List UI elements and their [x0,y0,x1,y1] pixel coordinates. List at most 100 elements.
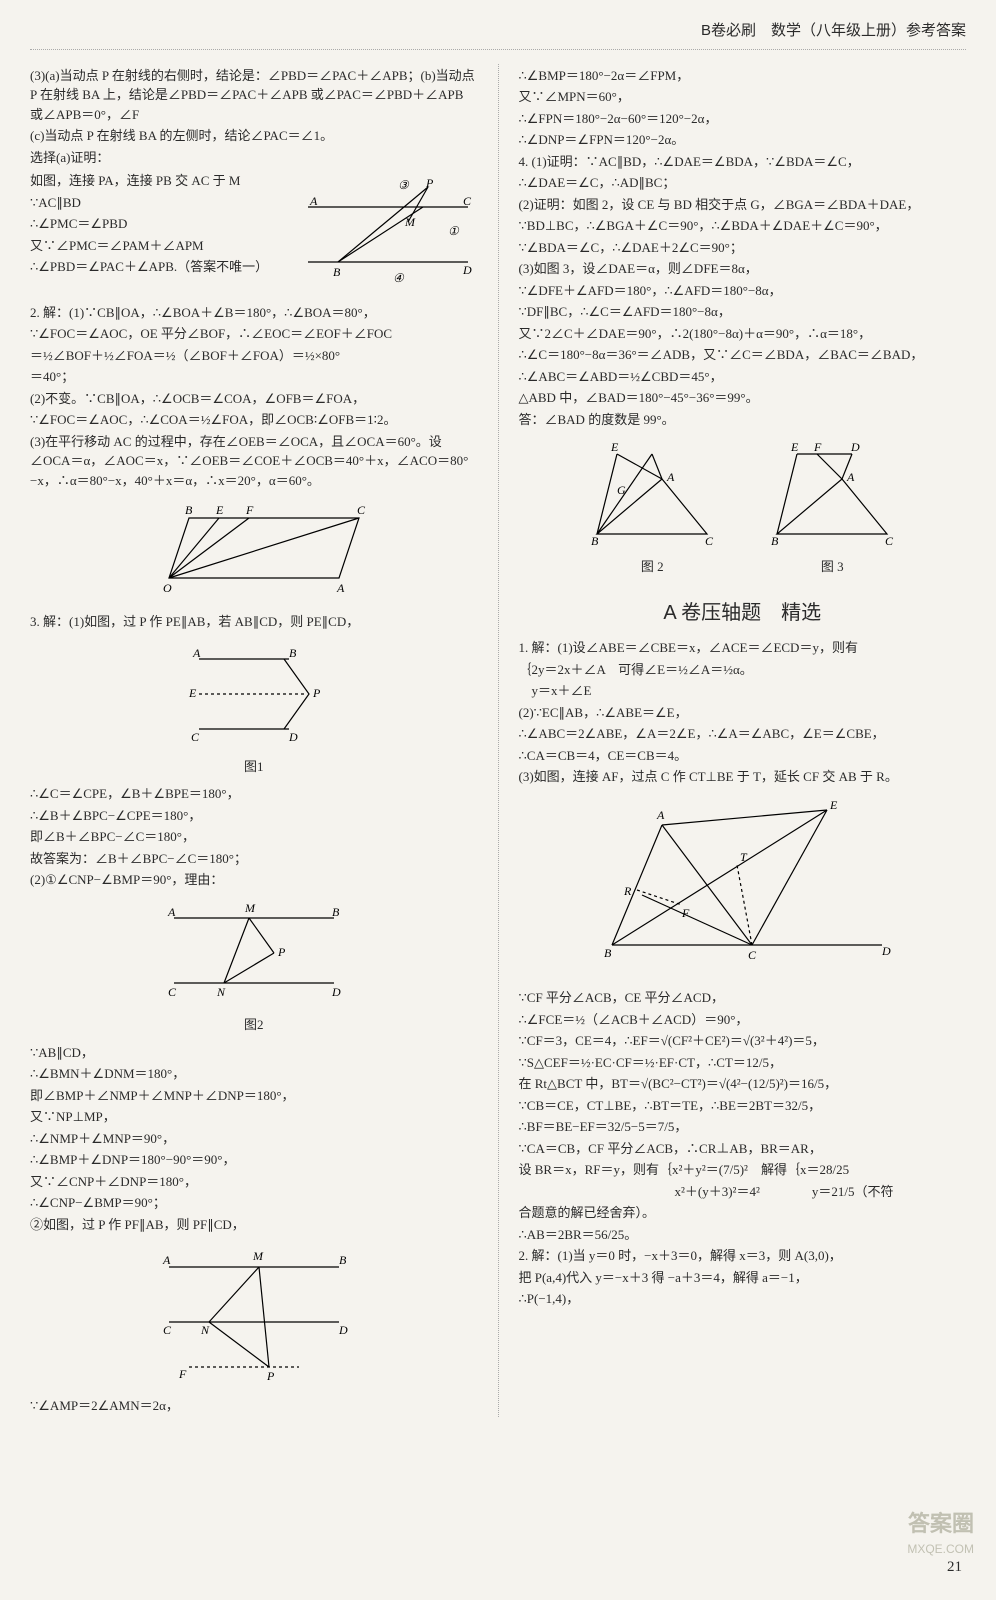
text-line: ∴∠PBD＝∠PAC＋∠APB.（答案不唯一） [30,257,292,277]
text-line: 选择(a)证明： [30,148,478,168]
text-line: 2. 解：(1)当 y＝0 时，−x＋3＝0，解得 x＝3，则 A(3,0)， [519,1246,967,1266]
label: A [192,646,201,660]
label: B [771,534,779,548]
text-line: ∴∠BMP＝180°−2α＝∠FPM， [519,66,967,86]
label: P [312,686,321,700]
label: A [336,581,345,595]
label: O [163,581,172,595]
text-line: ∵BD⊥BC，∴∠BGA＋∠C＝90°，∴∠BDA＋∠DAE＋∠C＝90°， [519,216,967,236]
page-header: B卷必刷 数学（八年级上册）参考答案 [30,20,966,50]
text-line: ∵CF 平分∠ACB，CE 平分∠ACD， [519,988,967,1008]
text-line: (3)在平行移动 AC 的过程中，存在∠OEB＝∠OCA，且∠OCA＝60°。设… [30,432,478,491]
label: D [331,985,341,999]
label: E [790,440,799,454]
label: A [846,470,855,484]
text-line: ＝40°； [30,367,478,387]
label: F [681,906,690,920]
text-line: 设 BR＝x，RF＝y，则有｛x²＋y²＝(7/5)² 解得｛x＝28/25 [519,1160,967,1180]
text-line: ∴∠BMP＋∠DNP＝180°−90°＝90°， [30,1150,478,1170]
label: P [425,177,434,190]
label: D [881,944,891,958]
figure-caption: 图 3 [757,557,907,577]
text-line: x²＋(y＋3)²＝4² y＝21/5（不符 [519,1182,967,1202]
text-line: ∵∠FOC＝∠AOC，∴∠COA＝½∠FOA，即∠OCB∶∠OFB＝1∶2。 [30,410,478,430]
label: E [610,440,619,454]
text-line: ∵DF∥BC，∴∠C＝∠AFD＝180°−8α， [519,302,967,322]
text-line: ∴∠BMN＋∠DNM＝180°， [30,1064,478,1084]
watermark: 答案圈 [908,1507,974,1540]
text-line: (2)∵EC∥AB，∴∠ABE＝∠E， [519,703,967,723]
text-line: 答：∠BAD 的度数是 99°。 [519,410,967,430]
text-line: ∴∠C＝180°−8α＝36°＝∠ADB，又∵∠C＝∠BDA，∠BAC＝∠BAD… [519,345,967,365]
text-line: (2)不变。∵CB∥OA，∴∠OCB＝∠COA，∠OFB＝∠FOA， [30,389,478,409]
label: F [245,503,254,517]
label: B [289,646,297,660]
figure-bef: B E F C O A [30,498,478,604]
text-line: 又∵2∠C＋∠DAE＝90°，∴2(180°−8α)＋α＝90°，∴α＝18°， [519,324,967,344]
text-line: 故答案为：∠B＋∠BPC−∠C＝180°； [30,849,478,869]
label: A [309,194,318,208]
text-line: ∵∠FOC＝∠AOC，OE 平分∠BOF，∴∠EOC＝∠EOF＋∠FOC [30,324,478,344]
text-line: ∴∠CNP−∠BMP＝90°； [30,1193,478,1213]
label: C [357,503,366,517]
figure-caption: 图2 [30,1015,478,1035]
text-line: △ABD 中，∠BAD＝180°−45°−36°＝99°。 [519,388,967,408]
figure-1: A B E P C D 图1 [30,639,478,776]
text-line: (3)如图 3，设∠DAE＝α，则∠DFE＝8α， [519,259,967,279]
label: B [333,265,341,279]
text-line: ∵CB＝CE，CT⊥BE，∴BT＝TE，∴BE＝2BT＝32/5， [519,1096,967,1116]
figure-2: A M B P C N D 图2 [30,898,478,1035]
text-line: ∴∠FPN＝180°−2α−60°＝120°−2α， [519,109,967,129]
label: A [167,905,176,919]
label: B [339,1253,347,1267]
text-line: (2)证明：如图 2，设 CE 与 BD 相交于点 G，∠BGA＝∠BDA＋DA… [519,195,967,215]
text-line: ∴∠ABC＝2∠ABE，∠A＝2∠E，∴∠A＝∠ABC，∠E＝∠CBE， [519,724,967,744]
label: T [740,850,748,864]
label: F [178,1367,187,1381]
label: B [604,946,612,960]
figure-r3: E F D A B C 图 3 [757,439,907,576]
text-line: ∴∠FCE＝½（∠ACB＋∠ACD）＝90°， [519,1010,967,1030]
text-line: ∴∠C＝∠CPE，∠B＋∠BPE＝180°， [30,784,478,804]
label: ④ [393,271,405,285]
label: P [277,945,286,959]
text-line: ∴∠NMP＋∠MNP＝90°， [30,1129,478,1149]
text-line: (c)当动点 P 在射线 BA 的左侧时，结论∠PAC＝∠1。 [30,126,478,146]
text-line: ∴∠B＋∠BPC−∠CPE＝180°， [30,806,478,826]
text-line: ∵AC∥BD [30,193,292,213]
text-line: ∵S△CEF＝½·EC·CF＝½·EF·CT，∴CT＝12/5， [519,1053,967,1073]
label: C [163,1323,172,1337]
text-line: ∵CF＝3，CE＝4，∴EF＝√(CF²＋CE²)＝√(3²＋4²)＝5， [519,1031,967,1051]
text-line: 即∠B＋∠BPC−∠C＝180°， [30,827,478,847]
watermark-url: MXQE.COM [907,1540,974,1558]
label: ① [448,224,460,238]
label: C [885,534,894,548]
text-line: (2)①∠CNP−∠BMP＝90°，理由： [30,870,478,890]
label: ③ [398,178,410,192]
text-line: 如图，连接 PA，连接 PB 交 AC 于 M [30,171,292,191]
label: D [288,730,298,744]
label: D [850,440,860,454]
text-line: ∵∠AMP＝2∠AMN＝2α， [30,1396,478,1416]
text-line: 在 Rt△BCT 中，BT＝√(BC²−CT²)＝√(4²−(12/5)²)＝1… [519,1074,967,1094]
text-line: ∵CA＝CB，CF 平分∠ACB，∴CR⊥AB，BR＝AR， [519,1139,967,1159]
label: C [463,194,472,208]
text-line: ∴∠DNP＝∠FPN＝120°−2α。 [519,130,967,150]
label: A [666,470,675,484]
text-line: ∵∠DFE＋∠AFD＝180°，∴∠AFD＝180°−8α， [519,281,967,301]
text-line: (3)(a)当动点 P 在射线的右侧时，结论是：∠PBD＝∠PAC＋∠APB；(… [30,66,478,125]
label: M [404,215,416,229]
text-line: 又∵∠MPN＝60°， [519,87,967,107]
text-line: 又∵NP⊥MP， [30,1107,478,1127]
label: B [185,503,193,517]
text-line: 合题意的解已经舍弃）。 [519,1203,967,1223]
text-line: y＝x＋∠E [519,681,967,701]
label: B [591,534,599,548]
right-column: ∴∠BMP＝180°−2α＝∠FPM， 又∵∠MPN＝60°， ∴∠FPN＝18… [519,64,967,1418]
figure-caption: 图1 [30,757,478,777]
text-line: ∴AB＝2BR＝56/25。 [519,1225,967,1245]
figure-bottom: A M B C N D F P [30,1242,478,1388]
figure-r2: E G A B C 图 2 [577,439,727,576]
label: C [748,948,757,962]
label: N [200,1323,210,1337]
